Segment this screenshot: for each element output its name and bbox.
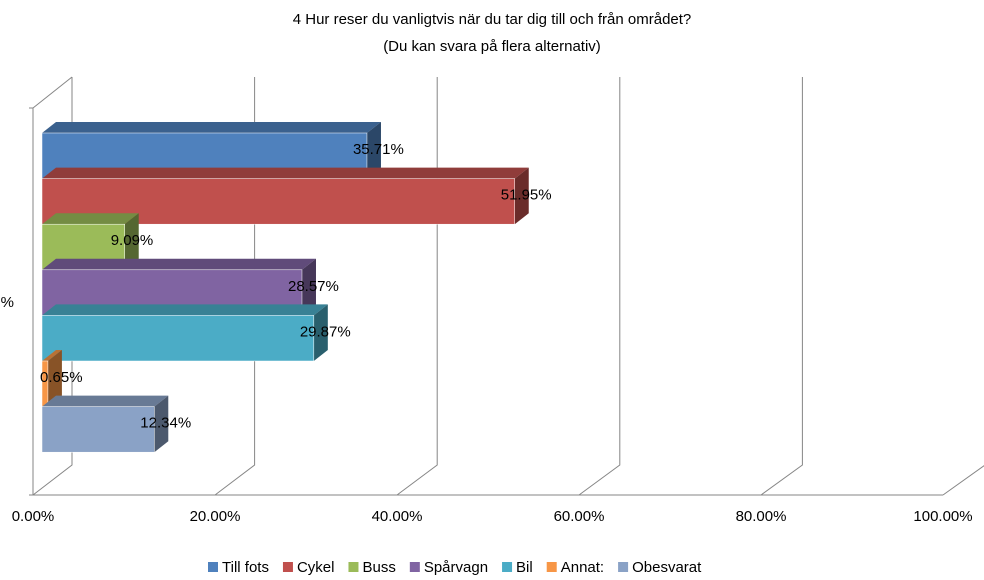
bar-side — [313, 304, 328, 361]
bar-top — [42, 258, 316, 270]
grid-line — [942, 465, 984, 496]
data-label: 12.34% — [140, 415, 191, 432]
legend-swatch — [409, 562, 420, 572]
bar-side — [154, 395, 169, 453]
x-tick-label: 100.00% — [913, 508, 972, 525]
legend-label: Obesvarat — [632, 559, 702, 575]
data-label: 29.87% — [300, 323, 351, 340]
bar-top — [42, 213, 139, 225]
bar — [41, 315, 315, 362]
bar-top — [42, 395, 169, 407]
bar — [41, 406, 155, 453]
axis-line — [32, 76, 73, 109]
chart-title: 4 Hur reser du vanligtvis när du tar dig… — [293, 11, 692, 28]
legend-swatch — [618, 562, 629, 572]
bar-side — [514, 167, 529, 225]
legend-swatch — [348, 562, 359, 572]
y-tick-label: % — [1, 294, 14, 311]
legend-label: Buss — [362, 559, 395, 575]
bar-top — [42, 304, 328, 316]
grid-line — [396, 77, 438, 496]
chart-subtitle: (Du kan svara på flera alternativ) — [383, 38, 601, 55]
data-label: 9.09% — [111, 232, 154, 249]
legend-swatch — [282, 562, 293, 572]
x-tick-label: 40.00% — [372, 508, 423, 525]
data-label: 0.65% — [40, 369, 83, 386]
data-label: 51.95% — [501, 187, 552, 204]
legend-label: Bil — [516, 559, 533, 575]
bar-top — [42, 122, 381, 133]
bar-side — [301, 258, 316, 316]
bar-top — [42, 167, 529, 179]
bar-side — [124, 213, 139, 270]
bar-top — [42, 350, 62, 361]
legend-label: Annat: — [561, 559, 604, 575]
legend-swatch — [546, 562, 557, 572]
x-tick-label: 80.00% — [736, 508, 787, 525]
legend-swatch — [502, 562, 513, 572]
legend-label: Spårvagn — [424, 559, 488, 575]
legend-label: Till fots — [222, 559, 269, 575]
data-label: 35.71% — [353, 141, 404, 158]
legend-label: Cykel — [297, 559, 335, 575]
x-tick-label: 60.00% — [554, 508, 605, 525]
legend-swatch — [208, 562, 218, 572]
grid-line — [760, 77, 803, 496]
x-tick-label: 20.00% — [190, 508, 241, 525]
x-tick-label: 0.00% — [12, 508, 55, 525]
bar-side — [47, 350, 62, 407]
bar-side — [366, 122, 381, 179]
grid-line — [578, 77, 621, 496]
data-label: 28.57% — [288, 278, 339, 295]
